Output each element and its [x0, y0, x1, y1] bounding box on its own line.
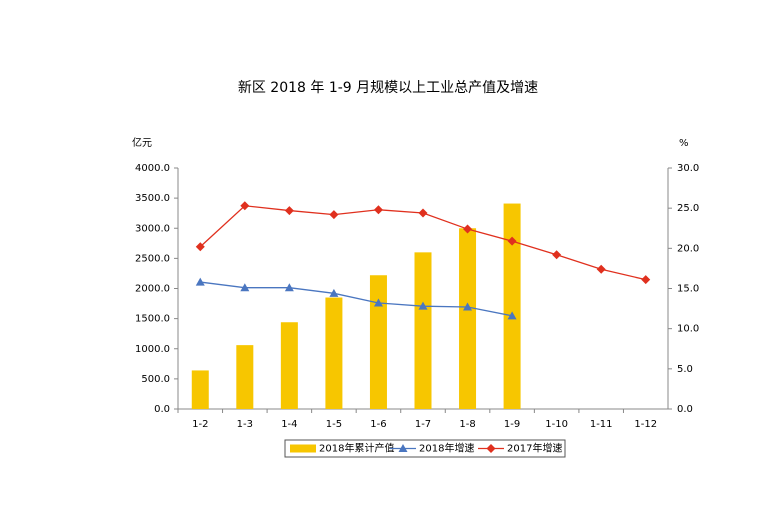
y-tick-label: 0.0 — [154, 404, 170, 415]
x-tick-label: 1-8 — [459, 419, 475, 430]
y2-tick-label: 20.0 — [677, 243, 699, 254]
y2-tick-label: 25.0 — [677, 203, 699, 214]
bar — [325, 297, 343, 409]
x-tick-label: 1-6 — [370, 419, 386, 430]
y2-axis-label: % — [679, 138, 689, 149]
point — [507, 311, 517, 320]
bar — [503, 203, 521, 409]
y2-tick-label: 10.0 — [677, 324, 699, 335]
x-tick-label: 1-9 — [504, 419, 520, 430]
point — [284, 206, 294, 216]
x-tick-label: 1-12 — [634, 419, 657, 430]
x-tick-label: 1-10 — [545, 419, 568, 430]
legend-swatch — [290, 444, 316, 453]
point — [418, 301, 428, 310]
point — [240, 201, 250, 211]
legend-marker — [486, 444, 496, 453]
point — [373, 298, 383, 307]
bar — [236, 345, 254, 409]
point — [641, 275, 651, 285]
legend-box — [284, 439, 566, 458]
point — [596, 264, 606, 274]
y2-tick-label: 5.0 — [677, 364, 693, 375]
point — [463, 302, 473, 311]
legend-label: 2017年增速 — [507, 442, 562, 455]
legend-label: 2018年增速 — [419, 442, 474, 455]
x-tick-label: 1-2 — [192, 419, 208, 430]
x-tick-label: 1-11 — [590, 419, 613, 430]
y2-tick-label: 15.0 — [677, 284, 699, 295]
point — [507, 236, 517, 246]
point — [195, 277, 205, 286]
bar — [414, 252, 432, 409]
legend-marker — [398, 444, 408, 452]
point — [552, 250, 562, 260]
legend-label: 2018年累计产值 — [319, 442, 394, 455]
x-tick-label: 1-7 — [415, 419, 431, 430]
line — [200, 281, 513, 317]
y-tick-label: 3500.0 — [135, 193, 170, 204]
point — [463, 224, 473, 234]
x-tick-label: 1-3 — [237, 419, 253, 430]
y2-tick-label: 0.0 — [677, 404, 693, 415]
point — [418, 208, 428, 218]
bar — [369, 275, 387, 409]
y-tick-label: 1500.0 — [135, 314, 170, 325]
chart-title: 新区 2018 年 1-9 月规模以上工业总产值及增速 — [238, 80, 538, 96]
x-tick-label: 1-5 — [326, 419, 342, 430]
y2-tick-label: 30.0 — [677, 163, 699, 174]
y-tick-label: 2500.0 — [135, 253, 170, 264]
point — [329, 210, 339, 220]
y-tick-label: 500.0 — [141, 374, 170, 385]
x-tick-label: 1-4 — [281, 419, 297, 430]
y-tick-label: 4000.0 — [135, 163, 170, 174]
bar — [459, 228, 477, 409]
point — [329, 288, 339, 297]
y-tick-label: 3000.0 — [135, 223, 170, 234]
y-tick-label: 2000.0 — [135, 284, 170, 295]
bar — [191, 370, 209, 409]
point — [240, 283, 250, 292]
y-tick-label: 1000.0 — [135, 344, 170, 355]
y-axis-label: 亿元 — [132, 136, 152, 149]
point — [373, 205, 383, 215]
point — [284, 283, 294, 292]
bar — [280, 322, 298, 409]
point — [195, 242, 205, 252]
